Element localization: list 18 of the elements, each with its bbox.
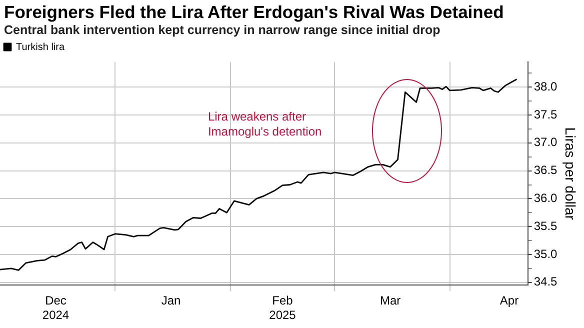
y-tick-label: 35.5 bbox=[534, 218, 558, 233]
x-tick-label: Jan bbox=[161, 294, 181, 308]
y-tick-label: 37.0 bbox=[534, 135, 558, 150]
y-tick-label: 35.0 bbox=[534, 246, 558, 261]
chart-title: Foreigners Fled the Lira After Erdogan's Rival Was Detained bbox=[4, 2, 504, 23]
x-tick-label: Feb 2025 bbox=[269, 294, 296, 322]
y-tick-label: 34.5 bbox=[534, 274, 558, 289]
y-tick-label: 37.5 bbox=[534, 107, 558, 122]
x-tick-label: Mar bbox=[380, 294, 401, 308]
y-axis-title: Liras per dollar bbox=[562, 127, 579, 220]
annotation: Lira weakens after Imamoglu's detention bbox=[208, 109, 322, 138]
y-tick-label: 38.0 bbox=[534, 79, 558, 94]
y-tick-label: 36.0 bbox=[534, 191, 558, 206]
chart-subtitle: Central bank intervention kept currency in narrow range since initial drop bbox=[4, 23, 440, 37]
legend-label: Turkish lira bbox=[16, 42, 65, 53]
x-tick-label: Dec 2024 bbox=[42, 294, 70, 322]
x-tick-label: Apr bbox=[500, 294, 519, 308]
y-tick-label: 36.5 bbox=[534, 163, 558, 178]
